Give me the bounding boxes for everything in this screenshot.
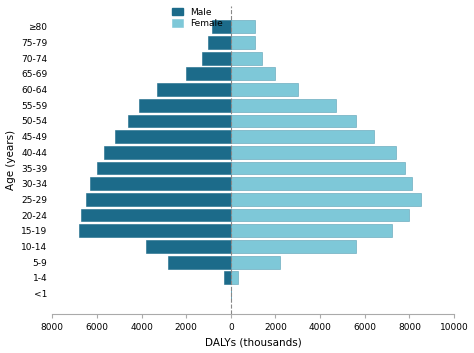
Bar	[231, 193, 420, 206]
Bar	[128, 114, 231, 127]
Bar	[231, 162, 405, 174]
Bar	[81, 209, 231, 221]
Bar	[79, 224, 231, 237]
Bar	[231, 209, 410, 221]
Bar	[186, 67, 231, 80]
Bar	[231, 36, 255, 49]
Bar	[168, 256, 231, 269]
Bar	[90, 177, 231, 190]
Bar	[231, 130, 374, 143]
Bar	[202, 52, 231, 65]
Bar	[209, 36, 231, 49]
Bar	[231, 256, 280, 269]
Legend: Male, Female: Male, Female	[169, 5, 226, 31]
Bar	[212, 20, 231, 33]
Bar	[231, 177, 411, 190]
Y-axis label: Age (years): Age (years)	[6, 130, 16, 190]
Bar	[231, 83, 298, 96]
Bar	[231, 224, 392, 237]
Bar	[146, 240, 231, 253]
Bar	[115, 130, 231, 143]
Bar	[139, 99, 231, 112]
Bar	[86, 193, 231, 206]
Bar	[231, 67, 275, 80]
Bar	[157, 83, 231, 96]
X-axis label: DALYs (thousands): DALYs (thousands)	[205, 337, 301, 347]
Bar	[104, 146, 231, 159]
Bar	[97, 162, 231, 174]
Bar	[224, 271, 231, 284]
Bar	[231, 271, 237, 284]
Bar	[231, 240, 356, 253]
Bar	[231, 114, 356, 127]
Bar	[231, 146, 396, 159]
Bar	[231, 99, 336, 112]
Bar	[231, 20, 255, 33]
Bar	[231, 52, 262, 65]
